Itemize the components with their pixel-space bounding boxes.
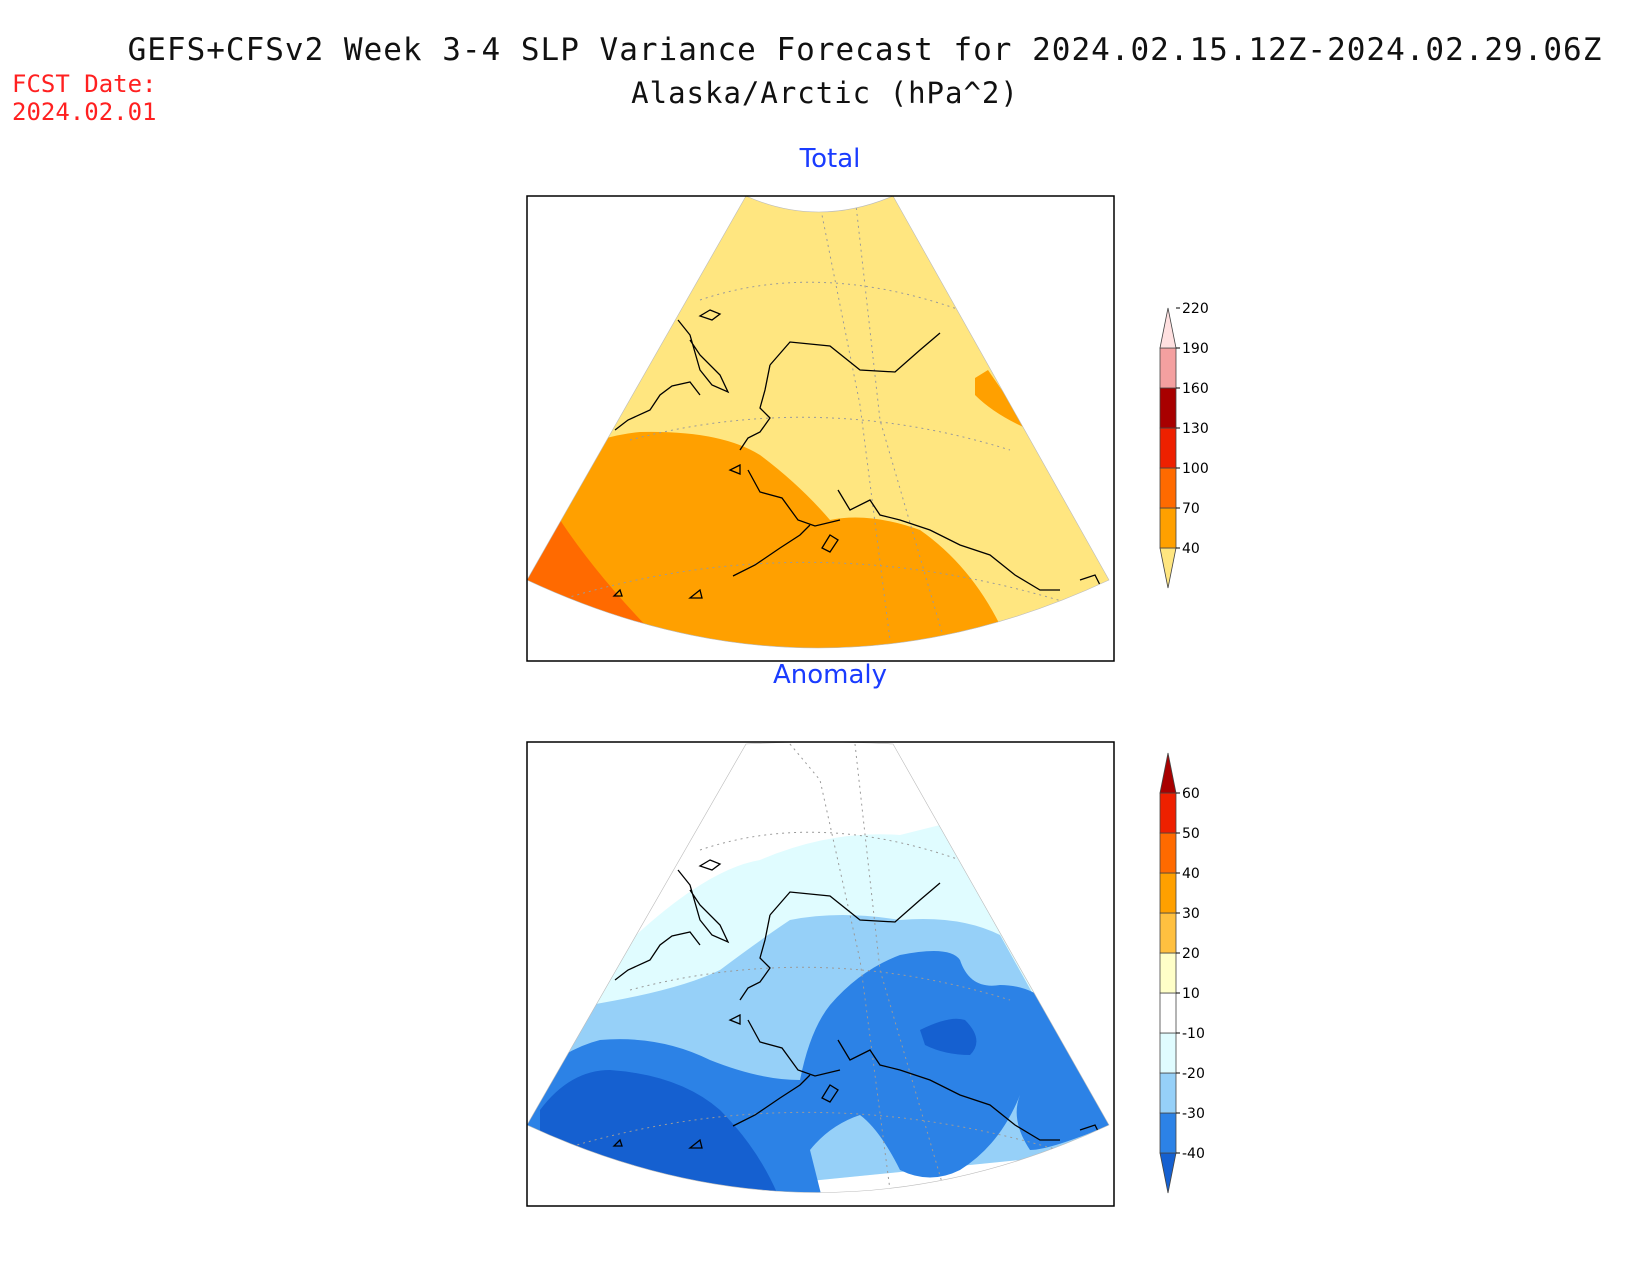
fcst-label: FCST Date:: [12, 70, 157, 98]
anomaly-colorbar-tick-label: -10: [1182, 1026, 1205, 1042]
anomaly-colorbar-extend-low: [1159, 1152, 1177, 1194]
total-colorbar-box: [1159, 347, 1177, 389]
total-colorbar-extend-low: [1159, 547, 1177, 589]
anomaly-panel-title: Anomaly: [772, 660, 888, 690]
total-wedge-edge: [526, 195, 1110, 649]
fcst-date: 2024.02.01: [12, 98, 157, 126]
anomaly-map: [526, 741, 1115, 1207]
anomaly-fill-below-minus40-east: [920, 1018, 977, 1055]
total-map: [526, 195, 1115, 662]
anomaly-colorbar-box: [1159, 912, 1177, 954]
anomaly-colorbar: -40 -30 -20 -10 10 20 30 40 50 60: [1159, 752, 1205, 1194]
anomaly-colorbar-box: [1159, 1072, 1177, 1114]
anomaly-colorbar-tick-label: -30: [1182, 1106, 1205, 1122]
total-colorbar-tick-label: 130: [1182, 421, 1209, 437]
total-colorbar-tick-label: 70: [1182, 501, 1200, 517]
total-colorbar-extend-high: [1159, 307, 1177, 349]
anomaly-colorbar-box: [1159, 1112, 1177, 1154]
anomaly-colorbar-box: [1159, 992, 1177, 1034]
total-map-frame: [526, 195, 1115, 662]
total-panel-title: Total: [799, 144, 861, 174]
anomaly-colorbar-tick-label: 20: [1182, 946, 1200, 962]
total-colorbar: 40 70 100 130 160 190 220: [1159, 301, 1209, 589]
total-coastline: [612, 309, 1101, 599]
anomaly-colorbar-tick-label: 50: [1182, 826, 1200, 842]
anomaly-colorbar-tick-label: -20: [1182, 1066, 1205, 1082]
total-colorbar-tick-label: 160: [1182, 381, 1209, 397]
total-colorbar-box: [1159, 467, 1177, 509]
total-colorbar-tick-label: 220: [1182, 301, 1209, 317]
anomaly-colorbar-box: [1159, 872, 1177, 914]
anomaly-coastline: [612, 859, 1101, 1149]
anomaly-colorbar-box: [1159, 1032, 1177, 1074]
total-colorbar-tick-label: 40: [1182, 541, 1200, 557]
anomaly-colorbar-extend-high: [1159, 752, 1177, 794]
anomaly-colorbar-box: [1159, 952, 1177, 994]
total-colorbar-tick-label: 100: [1182, 461, 1209, 477]
anomaly-colorbar-tick-label: -40: [1182, 1146, 1205, 1162]
total-colorbar-box: [1159, 507, 1177, 549]
anomaly-colorbar-tick-label: 60: [1182, 786, 1200, 802]
figure-title: GEFS+CFSv2 Week 3-4 SLP Variance Forecas…: [127, 32, 1603, 68]
anomaly-colorbar-tick-label: 40: [1182, 866, 1200, 882]
anomaly-colorbar-box: [1159, 792, 1177, 834]
anomaly-colorbar-tick-label: 30: [1182, 906, 1200, 922]
total-colorbar-tick-label: 190: [1182, 341, 1209, 357]
anomaly-colorbar-tick-label: 10: [1182, 986, 1200, 1002]
figure-subtitle: Alaska/Arctic (hPa^2): [631, 76, 1019, 110]
anomaly-map-frame: [526, 741, 1115, 1207]
total-colorbar-box: [1159, 387, 1177, 429]
anomaly-colorbar-box: [1159, 832, 1177, 874]
total-colorbar-box: [1159, 427, 1177, 469]
total-graticule: [559, 196, 1091, 648]
